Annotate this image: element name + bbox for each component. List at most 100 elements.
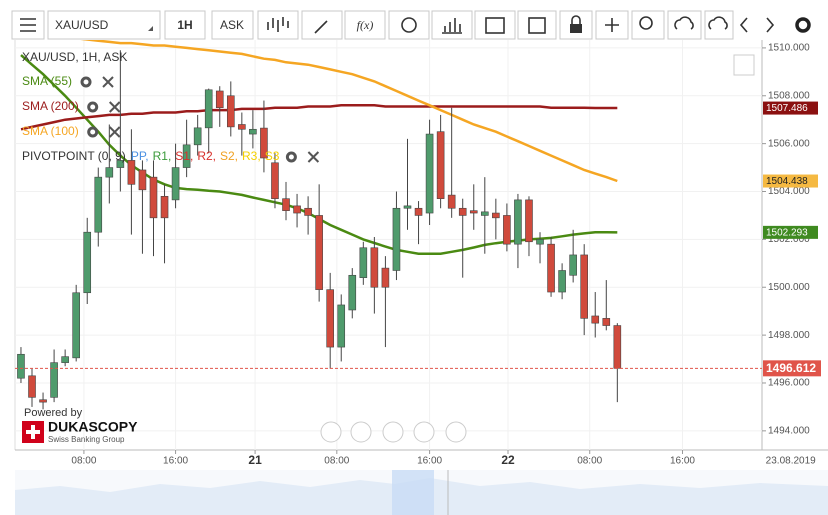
candle-body [127,160,136,185]
candle-body [447,194,456,209]
candle-body [613,325,622,369]
nav-zoom-in[interactable] [413,421,435,443]
settings-button[interactable] [795,17,811,33]
candle-body [271,162,279,199]
candle-body [481,211,489,216]
candle-body [28,375,36,398]
candle-body [226,95,235,128]
y-tick-label: 1496.000 [768,378,810,389]
info-button[interactable] [388,10,430,40]
x-tick-label: 08:00 [577,456,602,467]
y-tick-label: 1510.000 [768,43,810,54]
news-button[interactable] [517,10,557,40]
nav-zoom-out[interactable] [350,421,372,443]
calendar-icon [485,17,505,34]
zoom-button[interactable] [631,10,665,40]
calendar-button[interactable] [474,10,516,40]
candle-body [61,356,69,363]
settings-icon [80,76,92,88]
pivot-item: S1, [175,149,193,163]
crosshair-icon [605,18,619,32]
remove-icon [307,151,320,163]
indicator-button[interactable] [344,10,386,40]
nav-fit[interactable] [382,421,404,443]
menu-icon [20,18,36,32]
popout-button[interactable] [733,54,755,76]
nav-left[interactable] [320,421,342,443]
pivot-item: S2, [220,149,238,163]
info-icon [401,17,417,33]
candle-body [171,167,180,201]
candle-body [370,247,379,288]
candle-body [39,399,47,403]
candle-body [72,292,80,359]
candle-body [238,124,246,130]
settings-icon [87,126,99,138]
period-select[interactable] [164,10,206,40]
candle-body [359,247,368,278]
candle-body [337,304,346,348]
plot [17,40,622,410]
overlay: 1507.486 1504.438 1502.293 1496.612 SMA (55)… [15,74,821,377]
nav-buttons [320,421,467,443]
x-tick-label: 08:00 [71,456,96,467]
navigator [15,470,828,515]
upload-icon [674,16,694,30]
price-marker [763,225,818,239]
pivot-item: S3 [265,149,280,163]
candle-body [591,315,600,324]
branding: Powered by DUKASCOPY Swiss Banking Group [22,407,138,444]
nav-right[interactable] [445,421,467,443]
upload-button[interactable] [667,10,702,40]
price-marker [763,101,818,115]
candle-body [547,243,555,293]
x-tick-label: 22 [501,453,515,467]
next-button[interactable] [766,17,775,33]
price-marker [763,174,818,188]
prev-button[interactable] [739,17,748,33]
symbol-select[interactable] [47,10,161,40]
candle-body [50,362,58,398]
indicator-line [20,104,618,131]
candle-body [569,254,577,276]
candle-body [249,128,257,135]
side-select[interactable] [211,10,254,40]
candle-body [204,89,213,129]
y-tick-label: 1508.000 [768,90,810,101]
period-text: 1H [177,18,192,32]
candle-body [536,239,544,245]
news-icon [528,17,546,34]
download-icon [708,16,728,30]
brand-tagline: Swiss Banking Group [48,435,125,444]
candle-body [525,199,533,243]
candle-body [160,195,169,219]
candle-body [425,133,434,214]
legend-title: XAU/USD, 1H, ASK [22,50,127,64]
pivot-name: PIVOTPOINT (0, 9) [22,149,126,163]
remove-icon [102,76,114,88]
candle-body [469,210,478,214]
lock-icon [570,24,582,33]
navigator-window[interactable] [392,470,434,515]
lock-shackle [571,15,581,24]
legend-entry: SMA (100) [22,124,79,138]
candle-body [381,267,390,288]
toolbar: XAU/USD 1H ASK f(x) [0,0,828,42]
x-tick-label: 16:00 [163,456,188,467]
pencil-icon [314,20,328,34]
price-marker [763,360,821,377]
symbol-text: XAU/USD [55,18,109,32]
candle-body [492,212,500,219]
candle-body [558,270,566,293]
y-tick-label: 1502.000 [768,234,810,245]
remove-icon [108,101,121,113]
candle-body [580,254,588,319]
volume-button[interactable] [431,10,473,40]
settings-icon [87,101,99,113]
y-tick-label: 1494.000 [768,425,810,436]
pivot-item: R2, [197,149,216,163]
candle-body [503,215,511,245]
candle-body [602,318,611,326]
